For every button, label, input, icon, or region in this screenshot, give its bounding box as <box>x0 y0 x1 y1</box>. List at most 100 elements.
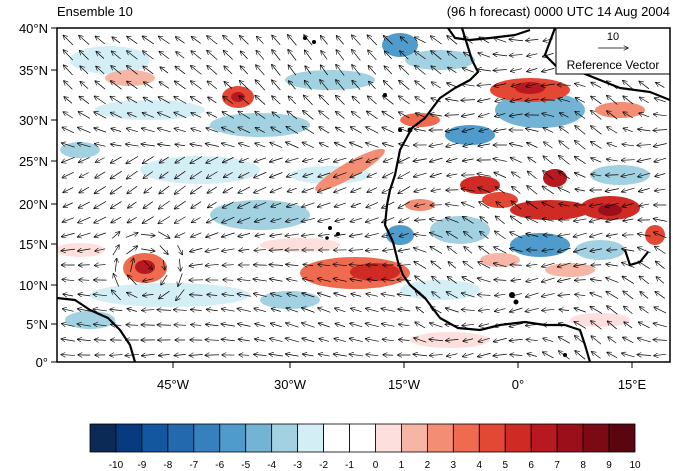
wind-vector <box>559 113 569 118</box>
wind-vector <box>653 129 667 130</box>
wind-vector <box>478 337 490 342</box>
wind-vector <box>223 96 234 104</box>
wind-vector <box>174 128 186 132</box>
wind-vector <box>320 65 328 76</box>
wind-vector <box>493 354 507 356</box>
lon-tick-label: 15°W <box>388 377 421 392</box>
colorbar-label: -4 <box>267 460 276 471</box>
wind-vector <box>141 128 155 133</box>
wind-vector <box>415 97 426 104</box>
wind-vector <box>414 261 427 269</box>
wind-vector <box>383 157 393 162</box>
wind-vector <box>574 280 586 281</box>
wind-vector <box>479 113 490 116</box>
ensemble-title: Ensemble 10 <box>57 4 133 19</box>
wind-vector <box>637 145 651 146</box>
wind-vector <box>527 186 538 195</box>
coastlines <box>57 28 670 362</box>
wind-vector <box>191 201 202 209</box>
wind-vector <box>495 187 506 194</box>
wind-vector <box>510 98 522 101</box>
wind-vector <box>334 234 346 236</box>
wind-vector <box>94 128 107 133</box>
wind-vector <box>190 81 202 90</box>
wind-vector <box>351 187 362 192</box>
wind-vector <box>256 65 265 76</box>
wind-vector <box>574 219 587 221</box>
wind-vector <box>639 81 650 90</box>
wind-vector <box>127 292 138 298</box>
wind-vector <box>463 339 474 342</box>
wind-vector <box>113 274 119 287</box>
wind-vector <box>510 69 522 72</box>
wind-vector <box>61 143 75 148</box>
wind-vector <box>271 308 281 311</box>
wind-vector <box>414 234 427 236</box>
wind-vector <box>302 126 315 134</box>
wind-vector <box>461 309 475 310</box>
colorbar-label: -3 <box>293 460 302 471</box>
wind-vector <box>463 217 474 224</box>
wind-vector <box>541 293 555 296</box>
wind-vector <box>445 129 459 132</box>
wind-vector <box>158 231 170 239</box>
wind-vector <box>78 112 91 119</box>
wind-vector <box>158 216 171 223</box>
wind-vector <box>143 82 153 89</box>
wind-vector <box>447 83 458 88</box>
wind-vector <box>175 156 186 163</box>
wind-vector <box>205 248 219 251</box>
wind-vector <box>286 217 299 221</box>
wind-vector <box>477 352 491 356</box>
colorbar-label: 3 <box>451 460 457 471</box>
mediterranean-coast <box>543 28 670 102</box>
wind-vector <box>431 82 441 89</box>
wind-vector <box>191 128 202 131</box>
wind-vector <box>63 112 74 119</box>
wind-vector <box>510 232 523 239</box>
wind-vector <box>398 309 411 311</box>
wind-vector <box>285 323 299 328</box>
lat-tick-label: 10°N <box>19 278 48 293</box>
wind-vector <box>95 36 106 45</box>
neg-anomaly-patch <box>445 125 495 145</box>
colorbar-swatch <box>426 423 454 453</box>
wind-vector <box>240 51 248 60</box>
wind-vector <box>286 126 299 134</box>
wind-vector <box>190 144 203 146</box>
pos-anomaly-patch <box>57 243 105 257</box>
wind-vector <box>493 54 507 56</box>
wind-vector <box>78 249 91 251</box>
neg-anomaly-patch <box>590 165 650 185</box>
wind-vector <box>543 128 554 133</box>
wind-vector <box>542 219 554 222</box>
wind-vector <box>365 217 379 223</box>
wind-vector <box>446 99 459 101</box>
wind-vector <box>222 127 235 133</box>
wind-vector <box>621 174 635 177</box>
islands <box>303 36 567 357</box>
wind-vector <box>478 187 491 193</box>
pos-anomaly-patch <box>570 313 630 327</box>
wind-vector <box>414 338 427 343</box>
wind-vector <box>190 247 203 251</box>
wind-vector <box>335 308 346 313</box>
wind-vector <box>126 66 138 75</box>
colorbar-swatch <box>271 423 299 453</box>
wind-vector <box>607 143 618 148</box>
wind-vector <box>128 275 137 286</box>
wind-vector <box>510 307 523 312</box>
lat-tick-label: 15°N <box>19 237 48 252</box>
wind-vector <box>591 174 602 176</box>
wind-vector <box>527 171 537 180</box>
neg-anomaly-patch <box>70 46 150 74</box>
wind-vector <box>317 293 331 298</box>
wind-vector <box>190 185 202 194</box>
colorbar-swatch <box>219 423 247 453</box>
wind-vector <box>352 80 361 90</box>
wind-vector <box>366 127 379 134</box>
wind-vector <box>223 186 234 193</box>
wind-vector <box>525 292 539 297</box>
wind-vector <box>127 309 137 312</box>
